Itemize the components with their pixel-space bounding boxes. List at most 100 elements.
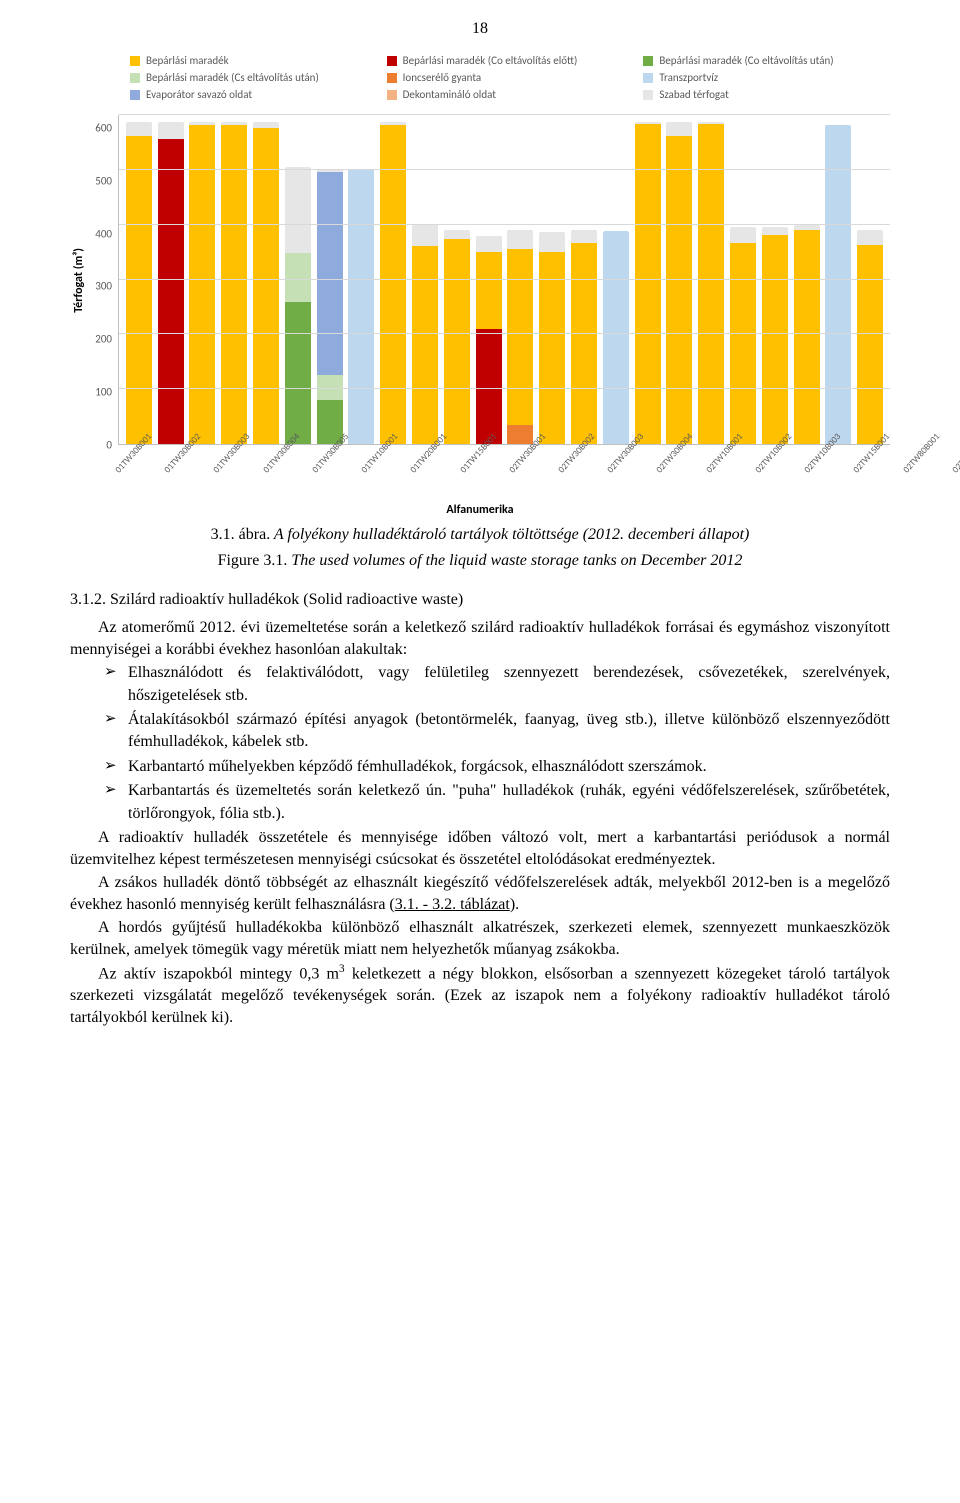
legend-item: Evaporátor savazó oldat: [130, 88, 367, 101]
bar-segment: [476, 329, 502, 445]
volume-chart: Bepárlási maradék Bepárlási maradék (Co e…: [70, 46, 890, 517]
y-tick: 200: [88, 333, 112, 346]
stacked-bar: [444, 230, 470, 444]
bar-segment: [730, 243, 756, 444]
stacked-bar: [603, 231, 629, 444]
legend-label: Dekontamináló oldat: [403, 88, 496, 101]
gridline: [119, 224, 890, 225]
bar-group: [250, 115, 282, 444]
stacked-bar: [698, 122, 724, 444]
y-tick: 600: [88, 122, 112, 135]
bar-group: [346, 115, 378, 444]
bullet-mark: ➢: [104, 780, 118, 825]
bar-group: [727, 115, 759, 444]
bar-segment: [253, 128, 279, 444]
x-tick: 02TW80B002: [950, 431, 960, 502]
bar-segment: [221, 125, 247, 444]
stacked-bar: [189, 122, 215, 444]
stacked-bar: [158, 122, 184, 444]
bar-group: [568, 115, 600, 444]
bar-segment: [507, 249, 533, 425]
stacked-bar: [221, 122, 247, 444]
y-axis-title: Térfogat (m³): [70, 248, 88, 313]
stacked-bar: [794, 225, 820, 444]
legend-item: Bepárlási maradék (Co eltávolítás után): [643, 54, 880, 67]
legend-item: Dekontamináló oldat: [387, 88, 624, 101]
stacked-bar: [825, 125, 851, 444]
paragraph-intro: Az atomerőmű 2012. évi üzemeltetése sorá…: [70, 617, 890, 660]
bar-segment: [285, 253, 311, 303]
gridline: [119, 114, 890, 115]
y-tick: 400: [88, 227, 112, 240]
bar-segment: [126, 122, 152, 136]
bar-segment: [571, 243, 597, 444]
stacked-bar: [348, 169, 374, 444]
stacked-bar: [730, 227, 756, 444]
gridline: [119, 333, 890, 334]
bar-group: [441, 115, 473, 444]
bar-segment: [666, 136, 692, 444]
bar-segment: [317, 172, 343, 376]
y-tick: 500: [88, 174, 112, 187]
gridline: [119, 169, 890, 170]
bar-group: [155, 115, 187, 444]
x-axis-ticks: 01TW30B00101TW30B00201TW30B00301TW30B004…: [70, 445, 890, 501]
legend-item: Ioncserélő gyanta: [387, 71, 624, 84]
bar-group: [632, 115, 664, 444]
stacked-bar: [857, 230, 883, 444]
bar-segment: [539, 252, 565, 445]
bullet-item: ➢Karbantartó műhelyekben képződő fémhull…: [70, 756, 890, 778]
bar-segment: [444, 239, 470, 444]
legend-swatch: [387, 73, 397, 83]
stacked-bar: [285, 167, 311, 444]
bar-segment: [189, 125, 215, 444]
bar-segment: [476, 236, 502, 251]
stacked-bar: [507, 230, 533, 445]
legend-label: Transzportvíz: [659, 71, 718, 84]
bar-segment: [857, 245, 883, 444]
bar-segment: [762, 227, 788, 235]
stacked-bar: [571, 230, 597, 445]
section-heading: 3.1.2. Szilárd radioaktív hulladékok (So…: [70, 591, 890, 609]
stacked-bar: [380, 122, 406, 444]
caption-num-en: Figure 3.1.: [218, 552, 288, 569]
legend-label: Bepárlási maradék (Co eltávolítás után): [659, 54, 833, 67]
legend-label: Bepárlási maradék (Cs eltávolítás után): [146, 71, 319, 84]
stacked-bar: [762, 227, 788, 444]
bullet-text: Elhasználódott és felaktiválódott, vagy …: [128, 662, 890, 707]
bullet-text: Karbantartás és üzemeltetés során keletk…: [128, 780, 890, 825]
bar-group: [695, 115, 727, 444]
gridline: [119, 279, 890, 280]
bar-segment: [126, 136, 152, 444]
legend-label: Bepárlási maradék (Co eltávolítás előtt): [403, 54, 578, 67]
legend-item: Bepárlási maradék (Co eltávolítás előtt): [387, 54, 624, 67]
y-tick: 0: [88, 438, 112, 451]
stacked-bar: [126, 122, 152, 444]
page-number: 18: [70, 20, 890, 38]
bar-segment: [603, 231, 629, 444]
bullet-mark: ➢: [104, 756, 118, 778]
bar-group: [409, 115, 441, 444]
legend-label: Bepárlási maradék: [146, 54, 229, 67]
legend-swatch: [643, 90, 653, 100]
bar-segment: [380, 125, 406, 444]
bar-group: [473, 115, 505, 444]
caption-num-hu: 3.1. ábra.: [211, 526, 271, 543]
bar-group: [187, 115, 219, 444]
legend-swatch: [130, 56, 140, 66]
bar-group: [218, 115, 250, 444]
bar-group: [505, 115, 537, 444]
paragraph-5: Az aktív iszapokból mintegy 0,3 m3 kelet…: [70, 962, 890, 1028]
bar-group: [123, 115, 155, 444]
paragraph-4: A hordós gyűjtésű hulladékokba különböző…: [70, 917, 890, 960]
bullet-item: ➢Elhasználódott és felaktiválódott, vagy…: [70, 662, 890, 707]
bar-segment: [507, 230, 533, 249]
bar-segment: [348, 169, 374, 444]
bar-segment: [635, 124, 661, 444]
y-tick: 300: [88, 280, 112, 293]
y-axis-ticks: 6005004003002001000: [88, 115, 118, 445]
legend-item: Bepárlási maradék: [130, 54, 367, 67]
figure-caption-en: Figure 3.1. The used volumes of the liqu…: [70, 551, 890, 571]
bar-segment: [412, 224, 438, 246]
stacked-bar: [317, 169, 343, 444]
